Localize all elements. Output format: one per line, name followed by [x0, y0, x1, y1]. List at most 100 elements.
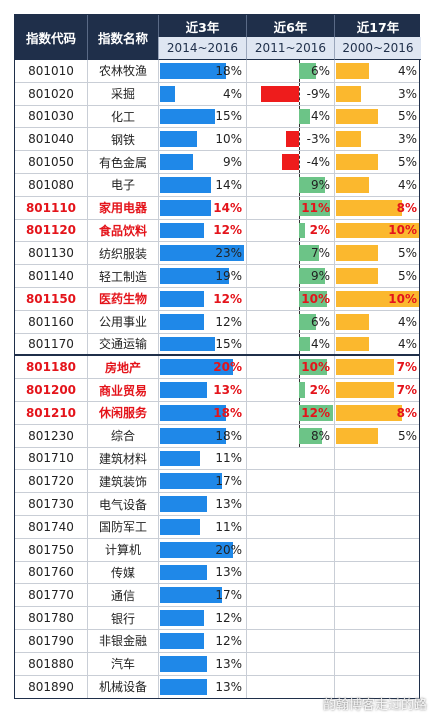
- header-name: 指数名称: [87, 15, 158, 60]
- zero-axis: [299, 151, 300, 173]
- bar-6y: [299, 359, 327, 376]
- return-17y-cell: 5%: [334, 151, 421, 173]
- index-name-text: 食品饮料: [98, 223, 147, 238]
- table-header: 指数代码 指数名称 近3年 近6年 近17年 2014~2016 2011~20…: [15, 15, 421, 60]
- return-17y-cell: [334, 538, 421, 561]
- return-3y-cell: 18%: [158, 424, 246, 447]
- table-row: 801710 建筑材料 11%: [15, 447, 421, 471]
- return-6y-cell: 10%: [246, 287, 334, 310]
- return-17y-value: 4%: [397, 63, 417, 78]
- table-row: 801210 休闲服务 18% 12% 8%: [15, 401, 421, 425]
- index-name-text: 轻工制造: [98, 269, 147, 284]
- bar-17y: [336, 268, 378, 284]
- table-row: 801790 非银金融 12%: [15, 629, 421, 653]
- table-row: 801140 轻工制造 19% 9% 5%: [15, 265, 419, 288]
- index-name-text: 商业贸易: [98, 383, 147, 398]
- table-row: 801030 化工 15% 4% 5%: [15, 105, 419, 129]
- index-name-text: 房地产: [104, 360, 141, 375]
- bar-3y: [160, 245, 244, 262]
- index-code: 801880: [15, 653, 87, 675]
- index-code: 801770: [15, 584, 87, 606]
- return-17y-cell: 7%: [334, 379, 421, 401]
- index-name: 汽车: [87, 652, 158, 675]
- return-17y-cell: 8%: [334, 401, 421, 424]
- return-17y-value: 8%: [396, 200, 417, 215]
- return-6y-value: 6%: [310, 314, 330, 329]
- bar-3y: [160, 382, 207, 398]
- return-6y-cell: 7%: [246, 242, 334, 265]
- return-17y-cell: 4%: [334, 60, 421, 82]
- bar-3y: [160, 199, 211, 216]
- index-name: 采掘: [87, 82, 158, 105]
- index-code-text: 801750: [28, 542, 74, 557]
- return-3y-value: 13%: [215, 565, 242, 580]
- return-3y-value: 19%: [215, 269, 242, 284]
- return-6y-value: 12%: [301, 405, 330, 420]
- return-17y-cell: 4%: [334, 310, 421, 333]
- bar-6y-negative: [286, 131, 299, 148]
- table-row: 801010 农林牧渔 18% 6% 4%: [15, 60, 419, 83]
- bar-6y: [299, 63, 316, 79]
- return-6y-cell: 8%: [246, 424, 334, 447]
- header-range-17y: 2000~2016: [334, 37, 421, 60]
- return-17y-value: 5%: [397, 269, 417, 284]
- return-3y-cell: 13%: [158, 675, 246, 699]
- index-code-text: 801110: [25, 200, 77, 215]
- header-6y: 近6年: [246, 15, 334, 37]
- index-code-text: 801030: [28, 109, 74, 124]
- return-17y-cell: 10%: [334, 287, 421, 310]
- return-3y-cell: 12%: [158, 287, 246, 310]
- table-row: 801050 有色金属 9% -4% 5%: [15, 151, 419, 174]
- return-3y-cell: 11%: [158, 515, 246, 538]
- return-3y-value: 13%: [215, 679, 242, 694]
- bar-6y: [299, 199, 330, 216]
- bar-17y: [336, 154, 378, 170]
- table-row: 801780 银行 12%: [15, 607, 419, 630]
- return-3y-value: 18%: [215, 63, 242, 78]
- index-name-text: 电子: [110, 178, 135, 193]
- index-name: 建筑装饰: [87, 470, 158, 493]
- index-name-text: 公用事业: [98, 315, 147, 330]
- bar-3y: [160, 473, 222, 490]
- index-code: 801790: [15, 630, 87, 652]
- index-code-text: 801180: [25, 360, 77, 375]
- return-6y-cell: 4%: [246, 333, 334, 355]
- bar-17y: [336, 85, 361, 102]
- index-name-text: 银行: [110, 611, 135, 626]
- return-17y-cell: [334, 493, 421, 515]
- return-6y-value: 6%: [310, 63, 330, 78]
- table-row: 801040 钢铁 10% -3% 3%: [15, 128, 421, 152]
- index-code-text: 801780: [28, 611, 74, 626]
- bar-6y-negative: [282, 154, 299, 170]
- return-17y-cell: 3%: [334, 128, 421, 151]
- bar-3y: [160, 63, 226, 79]
- index-name: 钢铁: [87, 128, 158, 151]
- bar-6y: [299, 108, 310, 125]
- bar-6y: [299, 382, 305, 398]
- return-6y-value: 11%: [301, 200, 330, 215]
- return-6y-cell: [246, 675, 334, 699]
- return-6y-cell: -4%: [246, 151, 334, 173]
- index-code: 801080: [15, 174, 87, 196]
- return-17y-cell: [334, 629, 421, 652]
- return-3y-cell: 18%: [158, 60, 246, 82]
- index-name-text: 通信: [110, 588, 135, 603]
- bar-6y: [299, 290, 327, 307]
- return-17y-cell: 3%: [334, 82, 421, 105]
- bar-3y: [160, 404, 226, 421]
- bar-17y: [336, 131, 361, 148]
- return-17y-cell: [334, 447, 421, 470]
- return-3y-cell: 15%: [158, 333, 246, 355]
- bar-17y: [336, 245, 378, 262]
- return-17y-cell: 10%: [334, 219, 421, 242]
- return-6y-value: 4%: [310, 109, 330, 124]
- index-code-text: 801880: [28, 656, 74, 671]
- zero-axis: [299, 82, 300, 105]
- index-code-text: 801130: [28, 246, 74, 261]
- return-6y-value: 9%: [310, 269, 330, 284]
- return-3y-value: 4%: [222, 86, 242, 101]
- header-code: 指数代码: [25, 31, 76, 46]
- return-3y-value: 11%: [215, 451, 242, 466]
- return-3y-cell: 13%: [158, 493, 246, 515]
- index-name-text: 建筑材料: [98, 451, 147, 466]
